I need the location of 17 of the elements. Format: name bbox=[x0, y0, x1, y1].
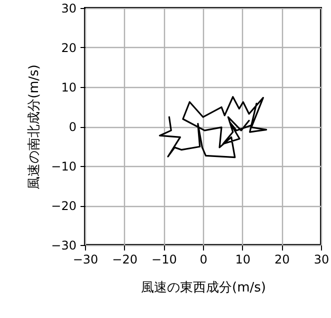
x-tick-label: 30 bbox=[314, 252, 330, 266]
y-tick-label: 30 bbox=[61, 2, 76, 16]
y-tick-label: 0 bbox=[68, 120, 76, 134]
x-axis-title: 風速の東西成分(m/s) bbox=[141, 280, 266, 296]
y-tick-label: 20 bbox=[61, 41, 76, 55]
y-tick-label: −20 bbox=[51, 199, 76, 213]
y-tick-label: −10 bbox=[51, 160, 76, 174]
x-tick-label: −20 bbox=[112, 252, 138, 266]
y-tick-label: −30 bbox=[51, 238, 76, 252]
x-tick-label: −30 bbox=[72, 252, 98, 266]
x-tick-label: −10 bbox=[152, 252, 177, 266]
y-axis-title: 風速の南北成分(m/s) bbox=[27, 64, 42, 190]
line-series bbox=[158, 96, 268, 158]
x-tick-label: 0 bbox=[200, 252, 208, 266]
y-tick-label: 10 bbox=[61, 80, 76, 94]
x-tick-label: 10 bbox=[235, 252, 250, 266]
x-tick-label: 20 bbox=[274, 252, 290, 266]
